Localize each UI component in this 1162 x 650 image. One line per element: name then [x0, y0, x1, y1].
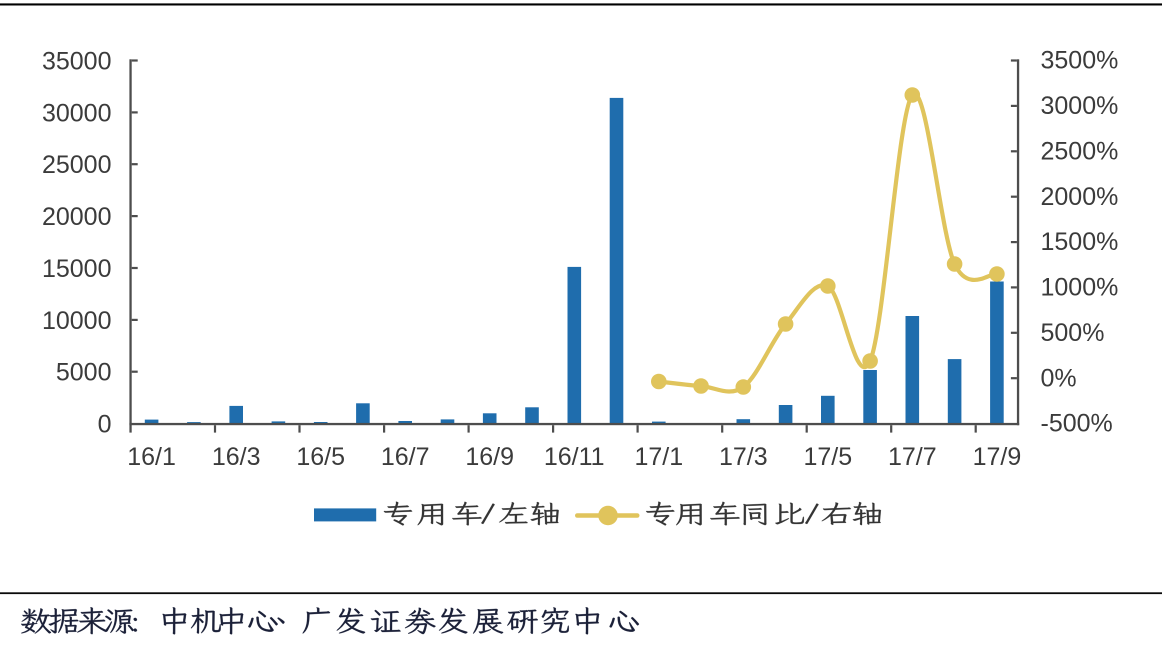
svg-text:16/3: 16/3 [212, 443, 261, 471]
svg-text:16/1: 16/1 [127, 443, 176, 471]
svg-text:0: 0 [98, 411, 112, 439]
svg-text:2500%: 2500% [1041, 137, 1119, 165]
svg-text:35000: 35000 [42, 48, 112, 76]
svg-text:2000%: 2000% [1041, 183, 1119, 211]
svg-text:5000: 5000 [56, 359, 112, 387]
svg-text:10000: 10000 [42, 307, 112, 335]
svg-text:17/7: 17/7 [888, 443, 937, 471]
svg-text:15000: 15000 [42, 255, 112, 283]
svg-text:20000: 20000 [42, 203, 112, 231]
svg-text:16/11: 16/11 [544, 443, 605, 471]
svg-text:25000: 25000 [42, 151, 112, 179]
svg-text:16/7: 16/7 [381, 443, 430, 471]
svg-text:16/5: 16/5 [296, 443, 345, 471]
svg-text:3000%: 3000% [1041, 92, 1119, 120]
svg-text:17/3: 17/3 [719, 443, 768, 471]
svg-text:500%: 500% [1041, 319, 1105, 347]
svg-text:17/9: 17/9 [973, 443, 1022, 471]
svg-text:17/1: 17/1 [634, 443, 683, 471]
svg-text:-500%: -500% [1041, 410, 1113, 438]
svg-text:1000%: 1000% [1041, 274, 1119, 302]
svg-text:16/9: 16/9 [465, 443, 514, 471]
svg-text:3500%: 3500% [1041, 47, 1119, 75]
svg-text:17/5: 17/5 [803, 443, 852, 471]
svg-text:30000: 30000 [42, 99, 112, 127]
svg-text:1500%: 1500% [1041, 228, 1119, 256]
svg-text:0%: 0% [1041, 364, 1077, 392]
